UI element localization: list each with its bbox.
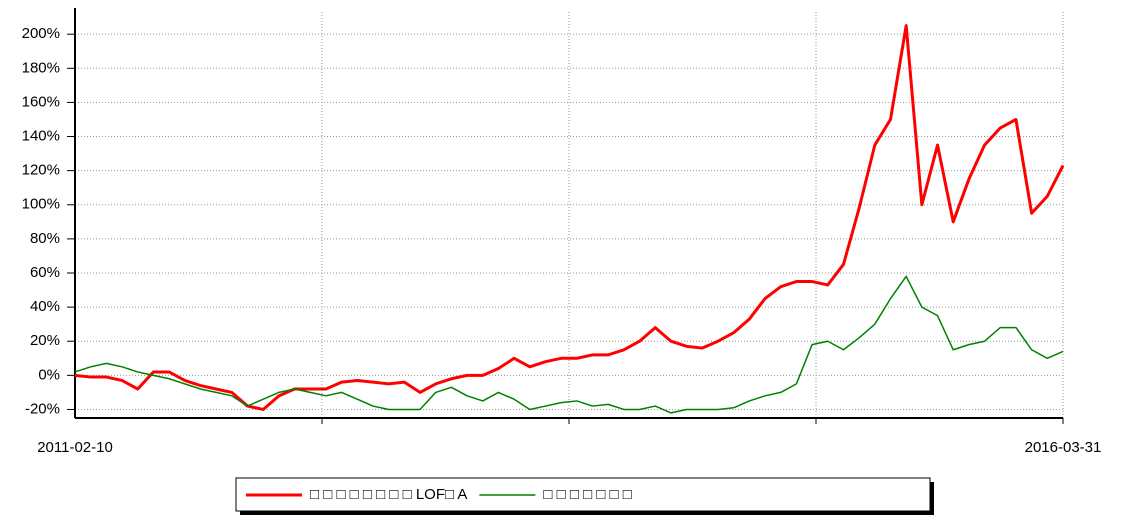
y-tick-label: -20%	[25, 400, 60, 417]
y-tick-label: 200%	[22, 25, 60, 42]
y-tick-label: 20%	[30, 332, 60, 349]
y-tick-label: 0%	[38, 366, 60, 383]
y-tick-label: 120%	[22, 162, 60, 179]
y-tick-label: 100%	[22, 196, 60, 213]
legend-label: □ □ □ □ □ □ □ □ LOF□ A	[310, 486, 467, 503]
y-tick-label: 80%	[30, 230, 60, 247]
legend-box	[235, 477, 931, 512]
legend-label: □ □ □ □ □ □ □	[543, 486, 631, 503]
y-tick-label: 40%	[30, 298, 60, 315]
y-tick-label: 60%	[30, 264, 60, 281]
y-tick-label: 140%	[22, 127, 60, 144]
x-tick-label: 2011-02-10	[37, 439, 113, 456]
x-tick-label: 2016-03-31	[1025, 439, 1102, 456]
y-tick-label: 160%	[22, 93, 60, 110]
series-line	[74, 24, 1065, 411]
series-line	[74, 275, 1064, 414]
y-tick-label: 180%	[22, 59, 60, 76]
